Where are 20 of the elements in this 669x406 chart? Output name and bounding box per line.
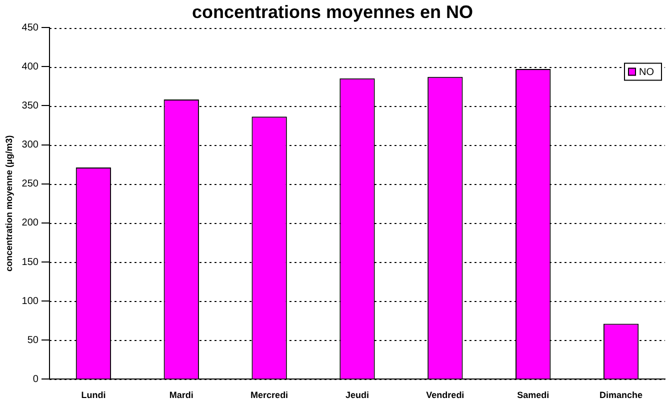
legend-label: NO	[639, 67, 654, 78]
y-tick-label: 450	[22, 22, 39, 34]
y-tick-label: 100	[22, 296, 39, 307]
x-tick-label: Mercredi	[250, 390, 288, 400]
x-tick-label: Dimanche	[600, 390, 643, 400]
y-tick-label: 0	[32, 374, 39, 385]
y-tick-label: 200	[22, 218, 39, 229]
y-tick-label: 250	[22, 178, 39, 190]
y-tick-label: 300	[22, 140, 39, 151]
y-tick-label: 50	[27, 334, 39, 346]
y-tick-label: 400	[22, 61, 39, 72]
y-axis-title: concentration moyenne (µg/m3)	[4, 135, 14, 272]
x-tick-label: Samedi	[517, 390, 550, 400]
x-tick-label: Jeudi	[345, 390, 369, 400]
y-tick-label: 150	[22, 256, 39, 268]
y-tick-label: 350	[22, 100, 39, 112]
x-tick-label: Mardi	[169, 390, 194, 400]
x-tick-label: Lundi	[81, 390, 106, 400]
chart-title: concentrations moyennes en NO	[192, 2, 474, 22]
x-tick-label: Vendredi	[426, 390, 464, 400]
